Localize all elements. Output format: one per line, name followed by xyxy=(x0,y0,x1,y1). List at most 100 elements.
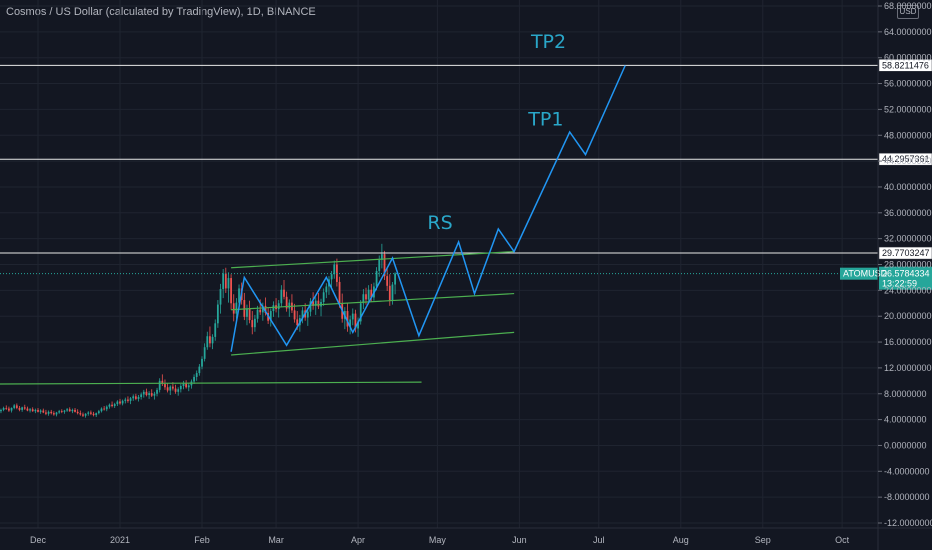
currency-button[interactable]: USD xyxy=(897,5,919,19)
candle-body xyxy=(18,407,21,410)
candle-body xyxy=(47,411,50,414)
candle-body xyxy=(121,400,124,404)
candle-body xyxy=(201,358,203,367)
channel-line xyxy=(0,381,422,385)
candle-body xyxy=(187,385,190,388)
candle-body xyxy=(333,264,336,275)
candle-body xyxy=(325,286,328,293)
symbol-tag-label: ATOMUSD xyxy=(843,269,888,279)
candle-body xyxy=(227,278,230,289)
candle-body xyxy=(137,396,140,399)
candle-body xyxy=(264,305,267,313)
candle-body xyxy=(296,319,299,326)
candle-body xyxy=(29,409,31,411)
candle-body xyxy=(293,310,296,320)
candle-body xyxy=(256,309,259,319)
annotation-label: TP1 xyxy=(527,109,563,131)
time-tick-label: Aug xyxy=(673,535,689,545)
candle-body xyxy=(214,323,217,337)
candle-body xyxy=(209,336,211,344)
candle-body xyxy=(288,302,291,309)
level-label: 44.2957361 xyxy=(882,154,930,164)
candle-body xyxy=(177,389,180,392)
candle-body xyxy=(261,305,264,313)
candle-body xyxy=(301,310,304,319)
candle-body xyxy=(23,407,26,409)
candle-body xyxy=(150,393,153,396)
candle-body xyxy=(119,401,121,404)
candle-body xyxy=(34,409,37,412)
candle-body xyxy=(26,408,29,411)
candle-body xyxy=(330,274,333,280)
candle-body xyxy=(166,387,169,391)
candle-body xyxy=(2,407,5,410)
candle-body xyxy=(251,320,254,328)
candle-body xyxy=(116,401,119,405)
candle-body xyxy=(156,389,158,394)
chart-title: Cosmos / US Dollar (calculated by Tradin… xyxy=(6,6,316,18)
candle-body xyxy=(259,309,262,313)
candle-body xyxy=(238,288,240,303)
candle-body xyxy=(60,411,63,412)
candle-body xyxy=(74,409,76,412)
candle-body xyxy=(206,336,209,348)
candle-body xyxy=(322,292,325,302)
channel-line xyxy=(231,250,515,269)
time-axis: Dec 2021 Feb Mar Apr May Jun Jul Aug Sep Oct xyxy=(0,527,932,545)
candle-body xyxy=(132,396,135,399)
candle-body xyxy=(254,318,256,328)
candle-body xyxy=(153,393,156,396)
candle-body xyxy=(66,409,68,411)
candle-body xyxy=(222,273,225,290)
candle-body xyxy=(0,409,2,412)
candle-body xyxy=(357,321,359,329)
candle-body xyxy=(338,281,341,304)
price-tick-label: 32.0000000 xyxy=(884,234,932,244)
last-price-box xyxy=(879,266,932,290)
candle-body xyxy=(351,313,354,320)
annotations: TP2 TP1 RS xyxy=(427,31,566,234)
candle-body xyxy=(246,308,248,317)
price-tick-label: 60.0000000 xyxy=(884,53,932,63)
candle-body xyxy=(269,311,272,321)
candle-body xyxy=(8,408,10,411)
channel-lines xyxy=(0,250,515,385)
price-tick-label: -8.0000000 xyxy=(884,492,930,502)
candle-body xyxy=(15,405,18,408)
candle-body xyxy=(312,301,314,306)
candle-body xyxy=(45,412,47,414)
channel-line xyxy=(231,331,515,356)
candle-body xyxy=(224,273,227,289)
candle-body xyxy=(21,407,24,410)
time-tick-label: Mar xyxy=(268,535,284,545)
time-tick-label: Jun xyxy=(512,535,527,545)
candle-body xyxy=(383,254,386,277)
price-tick-label: 0.0000000 xyxy=(884,440,927,450)
level-label-box xyxy=(878,246,932,260)
candle-body xyxy=(158,380,161,390)
price-tick-label: 40.0000000 xyxy=(884,182,932,192)
candle-body xyxy=(198,366,201,374)
time-tick-label: Apr xyxy=(351,535,365,545)
candle-body xyxy=(97,411,100,414)
time-tick-label: Sep xyxy=(755,535,771,545)
level-label: 58.8211476 xyxy=(882,60,929,70)
candle-body xyxy=(367,289,370,300)
last-price-label: 26.5784334 xyxy=(882,269,930,279)
price-tick-label: 64.0000000 xyxy=(884,27,932,37)
candle-body xyxy=(375,270,378,287)
candle-body xyxy=(378,259,381,271)
price-tick-label: 52.0000000 xyxy=(884,104,932,114)
candle-body xyxy=(309,301,312,312)
price-tick-label: 56.0000000 xyxy=(884,79,932,89)
candle-body xyxy=(113,404,116,407)
candle-body xyxy=(216,304,219,324)
candle-body xyxy=(50,411,53,414)
candle-body xyxy=(185,383,188,388)
price-tick-label: 36.0000000 xyxy=(884,208,932,218)
candle-body xyxy=(179,385,182,390)
candle-body xyxy=(283,289,285,297)
candle-body xyxy=(219,289,222,305)
price-tick-label: -12.0000000 xyxy=(884,518,932,528)
